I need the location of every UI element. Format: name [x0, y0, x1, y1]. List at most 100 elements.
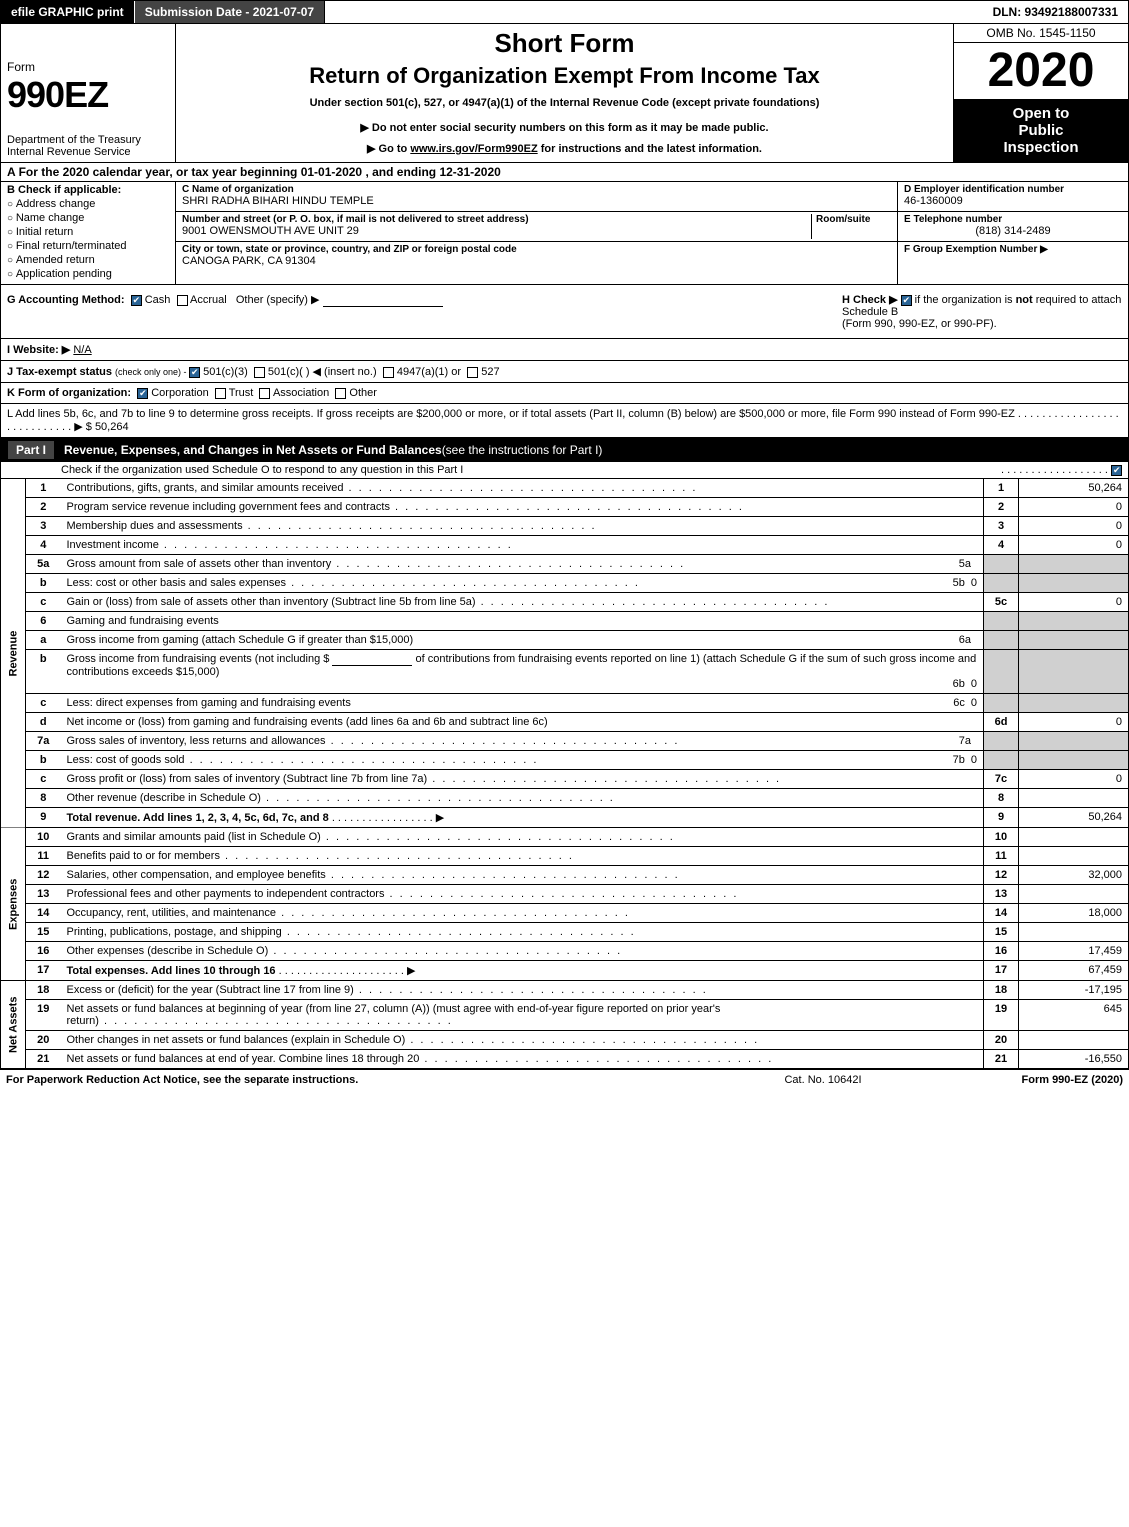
return-title: Return of Organization Exempt From Incom… — [182, 63, 947, 89]
l5c-num: c — [26, 593, 61, 612]
cb-4947[interactable] — [383, 367, 394, 378]
footer: For Paperwork Reduction Act Notice, see … — [0, 1069, 1129, 1090]
l6-num: 6 — [26, 612, 61, 631]
cb-name-change[interactable]: Name change — [7, 212, 169, 224]
l21-num: 21 — [26, 1050, 61, 1069]
address-cell: Number and street (or P. O. box, if mail… — [176, 212, 897, 242]
l6d-num: d — [26, 713, 61, 732]
h-not: not — [1016, 294, 1033, 306]
open-line2: Public — [956, 122, 1126, 139]
cb-schedule-o[interactable] — [1111, 465, 1122, 476]
cash-label: Cash — [145, 294, 171, 306]
cb-schedule-b[interactable] — [901, 295, 912, 306]
lines-table: Revenue 1 Contributions, gifts, grants, … — [0, 479, 1129, 1069]
l19-val: 645 — [1019, 1000, 1129, 1031]
l11-val — [1019, 847, 1129, 866]
other-label: Other (specify) ▶ — [236, 294, 320, 306]
l6b-num: b — [26, 650, 61, 694]
l6b-subval: 0 — [971, 678, 977, 690]
other-field[interactable] — [323, 294, 443, 307]
l13-desc: Professional fees and other payments to … — [67, 888, 978, 900]
l5b-greyval — [1019, 574, 1129, 593]
line-2: 2 Program service revenue including gove… — [1, 498, 1129, 517]
l6-greycol — [984, 612, 1019, 631]
l18-num: 18 — [26, 981, 61, 1000]
group-exemption-cell: F Group Exemption Number ▶ — [898, 242, 1128, 272]
l19-desc: Net assets or fund balances at beginning… — [67, 1003, 978, 1027]
box-B: B Check if applicable: Address change Na… — [1, 182, 176, 284]
cb-trust[interactable] — [215, 388, 226, 399]
k-other: Other — [349, 387, 377, 399]
l16-val: 17,459 — [1019, 942, 1129, 961]
goto-link[interactable]: www.irs.gov/Form990EZ — [410, 143, 537, 155]
cb-other-org[interactable] — [335, 388, 346, 399]
cb-initial-return[interactable]: Initial return — [7, 226, 169, 238]
box-CDEF: C Name of organization SHRI RADHA BIHARI… — [176, 182, 1128, 284]
cb-501c[interactable] — [254, 367, 265, 378]
cb-amended-return[interactable]: Amended return — [7, 254, 169, 266]
taxyear-mid: , and ending — [365, 165, 439, 179]
part1-title: Revenue, Expenses, and Changes in Net As… — [64, 443, 442, 457]
city-value: CANOGA PARK, CA 91304 — [182, 255, 891, 267]
goto-suffix: for instructions and the latest informat… — [541, 143, 762, 155]
l3-val: 0 — [1019, 517, 1129, 536]
l5b-greycol — [984, 574, 1019, 593]
header-right: OMB No. 1545-1150 2020 Open to Public In… — [953, 24, 1128, 162]
line-1: Revenue 1 Contributions, gifts, grants, … — [1, 479, 1129, 498]
l1-desc: Contributions, gifts, grants, and simila… — [67, 482, 978, 494]
taxyear-begin: 01-01-2020 — [301, 165, 362, 179]
l20-val — [1019, 1031, 1129, 1050]
k-other-field[interactable] — [380, 387, 383, 399]
l5a-greycol — [984, 555, 1019, 574]
part1-sub-text: Check if the organization used Schedule … — [61, 464, 463, 476]
cb-final-return[interactable]: Final return/terminated — [7, 240, 169, 252]
cb-address-change[interactable]: Address change — [7, 198, 169, 210]
cb-application-pending[interactable]: Application pending — [7, 268, 169, 280]
l7b-sublabel: 7b — [947, 754, 971, 766]
l5a-greyval — [1019, 555, 1129, 574]
l8-val — [1019, 789, 1129, 808]
l10-val — [1019, 828, 1129, 847]
l2-col: 2 — [984, 498, 1019, 517]
cb-accrual[interactable] — [177, 295, 188, 306]
l21-desc: Net assets or fund balances at end of ye… — [67, 1053, 978, 1065]
l5c-desc: Gain or (loss) from sale of assets other… — [67, 596, 978, 608]
l15-col: 15 — [984, 923, 1019, 942]
box-DEF: D Employer identification number 46-1360… — [898, 182, 1128, 284]
form-id: 990EZ — [7, 74, 169, 116]
k-label: K Form of organization: — [7, 387, 131, 399]
line-5b: b Less: cost or other basis and sales ex… — [1, 574, 1129, 593]
l8-num: 8 — [26, 789, 61, 808]
cb-cash[interactable] — [131, 295, 142, 306]
goto-line: ▶ Go to www.irs.gov/Form990EZ for instru… — [182, 142, 947, 155]
under-section: Under section 501(c), 527, or 4947(a)(1)… — [182, 97, 947, 109]
l3-col: 3 — [984, 517, 1019, 536]
line-18: Net Assets 18 Excess or (deficit) for th… — [1, 981, 1129, 1000]
l20-col: 20 — [984, 1031, 1019, 1050]
l1-val: 50,264 — [1019, 479, 1129, 498]
line-6: 6 Gaming and fundraising events — [1, 612, 1129, 631]
h-text1: if the organization is — [915, 294, 1016, 306]
l6b-blank[interactable] — [332, 653, 412, 666]
open-line3: Inspection — [956, 139, 1126, 156]
l7a-sublabel: 7a — [953, 735, 977, 747]
dept-irs: Internal Revenue Service — [7, 146, 169, 158]
l1-num: 1 — [26, 479, 61, 498]
website-row: I Website: ▶ N/A — [0, 339, 1129, 361]
line-4: 4 Investment income 4 0 — [1, 536, 1129, 555]
l4-col: 4 — [984, 536, 1019, 555]
cb-corporation[interactable] — [137, 388, 148, 399]
cb-527[interactable] — [467, 367, 478, 378]
efile-print-button[interactable]: efile GRAPHIC print — [1, 1, 135, 23]
gh-row: G Accounting Method: Cash Accrual Other … — [0, 285, 1129, 339]
cb-501c3[interactable] — [189, 367, 200, 378]
l14-col: 14 — [984, 904, 1019, 923]
l17-val: 67,459 — [1019, 961, 1129, 981]
l18-val: -17,195 — [1019, 981, 1129, 1000]
l6c-greycol — [984, 694, 1019, 713]
cb-association[interactable] — [259, 388, 270, 399]
k-trust: Trust — [229, 387, 254, 399]
l9-desc: Total revenue. Add lines 1, 2, 3, 4, 5c,… — [67, 812, 329, 824]
l-gross-receipts-row: L Add lines 5b, 6c, and 7b to line 9 to … — [0, 404, 1129, 438]
l7b-greycol — [984, 751, 1019, 770]
